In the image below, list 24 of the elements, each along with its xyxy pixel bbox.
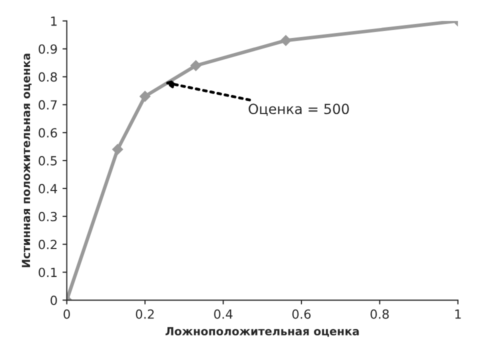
annotation: Оценка = 500 [248, 104, 349, 116]
point [140, 90, 150, 102]
x-tick-label: 0 [64, 309, 70, 319]
x-tick-label: 0.2 [136, 309, 154, 319]
y-tick-label: 1 [51, 16, 57, 26]
x-tick-label: 0.4 [214, 309, 232, 319]
y-tick-label: 0.7 [38, 100, 57, 110]
y-tick-label: 0.4 [38, 184, 58, 194]
x-tick-label: 0.6 [292, 309, 311, 319]
y-tick-label: 0.8 [38, 72, 57, 82]
point [190, 60, 202, 72]
y-tick-label: 0.5 [38, 156, 57, 166]
x-tick-label: 1 [455, 310, 461, 319]
y-tick-label: 0.6 [38, 128, 57, 138]
point [280, 35, 292, 46]
x-tick-label: 0.8 [370, 309, 389, 319]
y-tick-label: 0.3 [38, 212, 57, 222]
y-tick-label: 0.9 [38, 44, 57, 54]
x-axis-title: Ложноположительная оценка [166, 327, 359, 337]
y-tick-label: 0 [50, 296, 57, 306]
y-axis-title: Истинная положительная оценка [22, 54, 32, 268]
point [112, 144, 124, 155]
y-tick-label: 0.2 [38, 240, 56, 250]
y-tick-label: 0.1 [38, 268, 57, 278]
